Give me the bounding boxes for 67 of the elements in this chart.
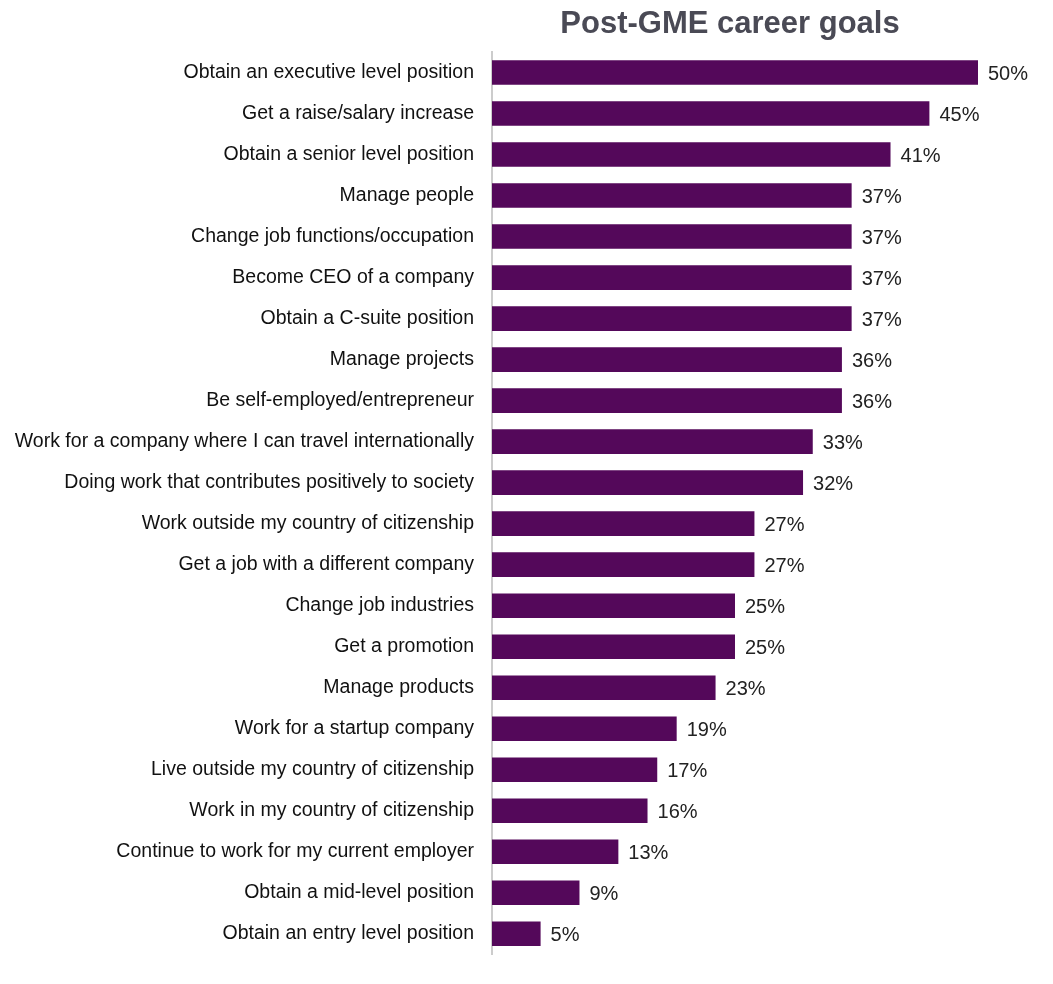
y-tick-label: Manage products	[323, 675, 475, 698]
data-label: 36%	[851, 390, 893, 413]
y-tick-label: Manage projects	[329, 346, 475, 369]
y-tick-label: Work for a startup company	[234, 716, 475, 739]
bar	[492, 429, 813, 454]
data-label: 13%	[628, 841, 669, 864]
data-label: 23%	[725, 677, 766, 700]
data-label: 36%	[851, 349, 893, 372]
bar	[492, 183, 852, 208]
data-label: 17%	[667, 759, 708, 782]
bar	[492, 224, 852, 249]
bar	[492, 880, 580, 906]
y-tick-label: Live outside my country of citizenship	[151, 757, 475, 780]
y-tick-label: Get a job with a different company	[178, 552, 475, 575]
y-tick-label: Doing work that contributes positively to society	[64, 470, 475, 493]
y-tick-label: Change job functions/occupation	[191, 223, 474, 246]
y-tick-label: Get a raise/salary increase	[242, 100, 474, 123]
bar	[492, 757, 658, 783]
data-label: 27%	[764, 513, 805, 536]
y-tick-label: Obtain a C-suite position	[260, 305, 474, 328]
data-label: 45%	[939, 103, 980, 126]
data-label: 33%	[822, 431, 864, 454]
bar	[492, 347, 842, 372]
data-label: 37%	[861, 185, 902, 208]
bar	[492, 101, 930, 126]
bar	[492, 921, 541, 947]
data-label: 27%	[764, 554, 805, 577]
bar	[492, 306, 852, 331]
data-label: 25%	[745, 636, 786, 659]
bar	[492, 552, 755, 577]
chart-title: Post-GME career goals	[560, 4, 900, 40]
bar	[492, 388, 842, 413]
bar	[492, 634, 735, 659]
bar	[492, 511, 755, 536]
y-tick-label: Obtain a senior level position	[223, 141, 474, 164]
data-label: 37%	[861, 226, 902, 249]
data-label: 32%	[813, 472, 854, 495]
bar	[492, 142, 891, 167]
y-tick-label: Change job industries	[285, 593, 475, 616]
y-tick-label: Become CEO of a company	[232, 264, 475, 287]
bar	[492, 839, 619, 865]
data-label: 5%	[550, 923, 580, 946]
data-label: 37%	[861, 267, 902, 290]
y-tick-label: Work outside my country of citizenship	[141, 511, 475, 534]
y-tick-label: Be self-employed/entrepreneur	[206, 387, 475, 410]
y-tick-label: Obtain an entry level position	[222, 921, 474, 944]
bar	[492, 265, 852, 290]
bar	[492, 716, 677, 742]
data-label: 19%	[686, 718, 727, 741]
y-tick-label: Obtain a mid-level position	[244, 880, 474, 903]
y-tick-label: Get a promotion	[334, 634, 474, 657]
data-label: 50%	[988, 62, 1029, 85]
data-label: 41%	[900, 144, 941, 167]
y-tick-label: Manage people	[339, 182, 474, 205]
data-label: 9%	[589, 882, 619, 905]
bar	[492, 470, 804, 495]
data-label: 37%	[861, 308, 902, 331]
y-tick-label: Obtain an executive level position	[183, 59, 474, 82]
bar	[492, 675, 716, 701]
data-label: 25%	[745, 595, 786, 618]
bar	[492, 593, 735, 618]
bar	[492, 798, 648, 824]
data-label: 16%	[657, 800, 698, 823]
y-tick-label: Work for a company where I can travel internationally	[14, 429, 475, 451]
y-tick-label: Continue to work for my current employer	[116, 839, 475, 862]
y-tick-label: Work in my country of citizenship	[189, 798, 475, 821]
bar	[492, 60, 978, 85]
